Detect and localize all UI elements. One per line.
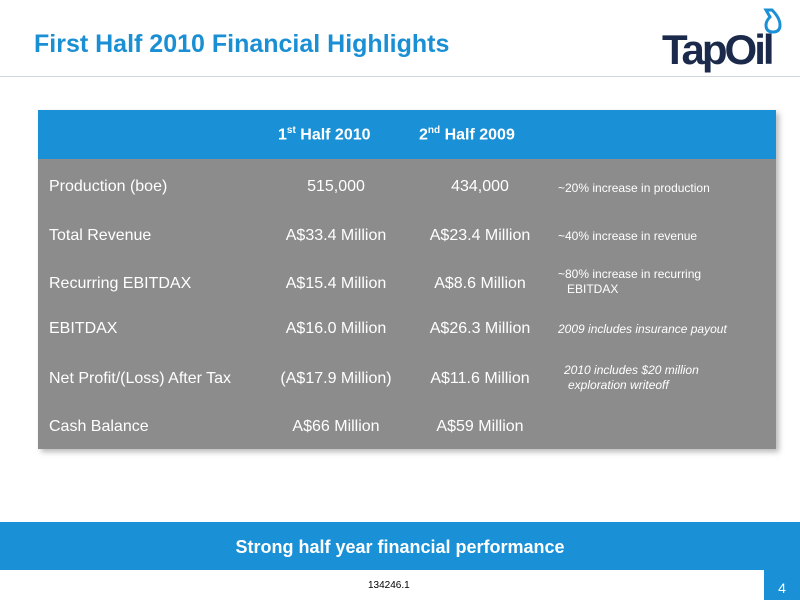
- value-h2-2009: A$11.6 Million: [430, 370, 530, 387]
- row-label: Net Profit/(Loss) After Tax: [49, 370, 231, 387]
- slide-title: First Half 2010 Financial Highlights: [34, 30, 450, 58]
- table-row-net-profit: Net Profit/(Loss) After Tax (A$17.9 Mill…: [38, 355, 776, 402]
- logo-wordmark: TapOil: [662, 26, 775, 73]
- value-h1-2010: 515,000: [307, 178, 365, 195]
- table-row-recurring-ebitdax: Recurring EBITDAX A$15.4 Million A$8.6 M…: [38, 259, 776, 306]
- row-note-line-1: 2010 includes $20 million: [564, 363, 699, 377]
- row-label: Total Revenue: [49, 227, 152, 244]
- oil-drop-icon: [763, 8, 782, 34]
- value-h2-2009: A$26.3 Million: [429, 320, 531, 337]
- row-note: 2010 includes $20 million exploration wr…: [564, 363, 774, 393]
- table-header: 1st Half 2010 2nd Half 2009: [38, 110, 776, 159]
- row-note: 2009 includes insurance payout: [558, 322, 727, 336]
- document-id: 134246.1: [368, 580, 410, 591]
- row-note-line-2: exploration writeoff: [568, 378, 669, 392]
- table-row-ebitdax: EBITDAX A$16.0 Million A$26.3 Million 20…: [38, 307, 776, 354]
- tap-oil-logo: TapOil: [660, 6, 786, 74]
- value-h2-2009: A$23.4 Million: [429, 227, 531, 244]
- row-note-line-2: EBITDAX: [567, 282, 619, 296]
- row-note-line-1: ~80% increase in recurring: [558, 267, 702, 281]
- header-first-half-2010: 1st Half 2010: [278, 125, 371, 144]
- row-label: Recurring EBITDAX: [49, 275, 192, 292]
- summary-banner: Strong half year financial performance: [0, 522, 800, 570]
- row-label: EBITDAX: [49, 320, 118, 337]
- row-note: ~20% increase in production: [558, 181, 710, 195]
- page-number: 4: [764, 570, 800, 600]
- row-note: ~80% increase in recurring EBITDAX: [558, 267, 768, 297]
- value-h1-2010: A$15.4 Million: [285, 275, 387, 292]
- row-label: Production (boe): [49, 178, 168, 195]
- value-h2-2009: 434,000: [451, 178, 509, 195]
- table-row-cash-balance: Cash Balance A$66 Million A$59 Million: [38, 403, 776, 450]
- row-note: ~40% increase in revenue: [558, 229, 698, 243]
- title-divider: [0, 76, 800, 77]
- summary-banner-text: Strong half year financial performance: [235, 537, 565, 557]
- value-h1-2010: A$66 Million: [292, 418, 380, 435]
- value-h1-2010: A$16.0 Million: [285, 320, 387, 337]
- table-row-production: Production (boe) 515,000 434,000 ~20% in…: [38, 163, 776, 210]
- table-row-total-revenue: Total Revenue A$33.4 Million A$23.4 Mill…: [38, 211, 776, 258]
- header-second-half-2009: 2nd Half 2009: [419, 125, 515, 144]
- financial-table: 1st Half 2010 2nd Half 2009 Production (…: [38, 110, 776, 449]
- value-h2-2009: A$8.6 Million: [434, 275, 526, 292]
- value-h1-2010: A$33.4 Million: [285, 227, 387, 244]
- row-label: Cash Balance: [49, 418, 149, 435]
- value-h2-2009: A$59 Million: [436, 418, 524, 435]
- value-h1-2010: (A$17.9 Million): [280, 370, 392, 387]
